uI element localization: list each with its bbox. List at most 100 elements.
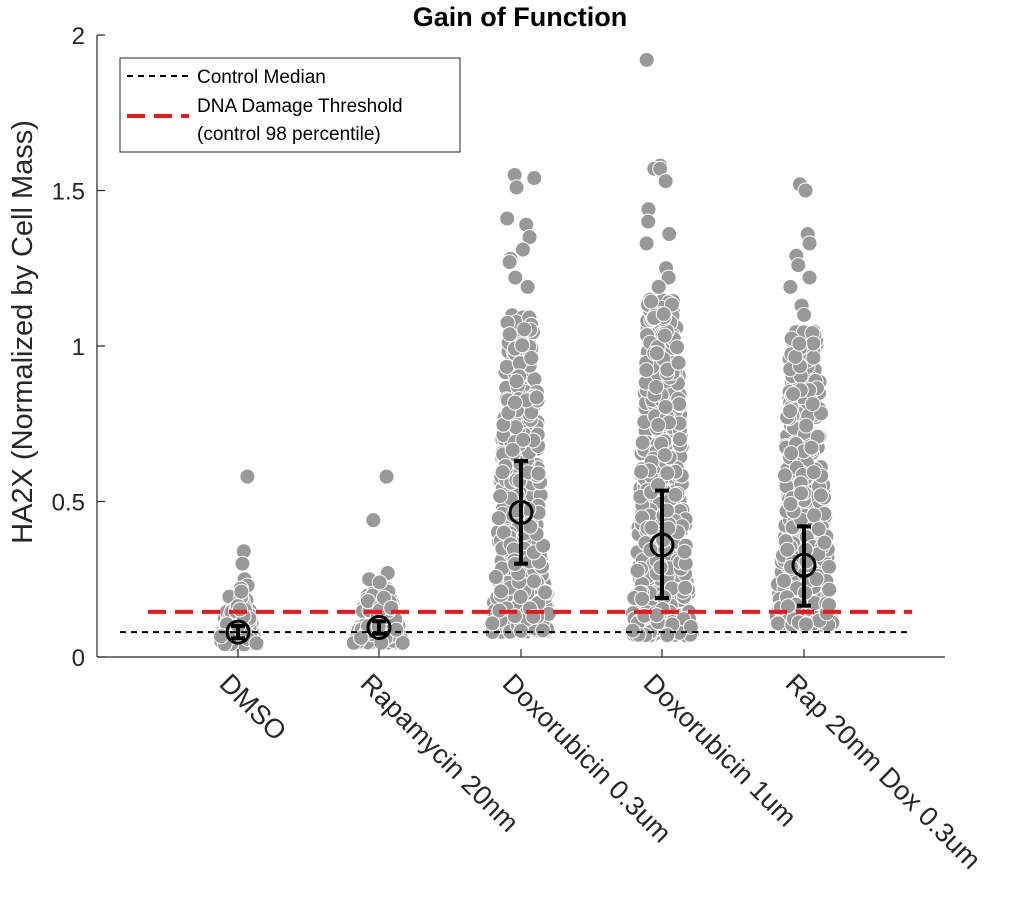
data-point xyxy=(650,278,667,295)
data-point xyxy=(655,306,672,323)
y-tick-label: 1.5 xyxy=(52,179,85,206)
data-point xyxy=(677,579,694,596)
data-point xyxy=(537,584,554,601)
y-tick-label: 0.5 xyxy=(52,490,85,517)
chart-title: Gain of Function xyxy=(413,2,627,32)
data-point xyxy=(806,507,823,524)
data-point xyxy=(640,213,657,230)
data-point xyxy=(534,622,551,639)
data-point xyxy=(514,337,531,354)
data-point xyxy=(499,210,516,227)
data-point xyxy=(659,627,676,644)
data-point xyxy=(770,615,787,632)
data-point xyxy=(659,465,676,482)
data-point xyxy=(515,431,532,448)
data-point xyxy=(656,447,673,464)
median-marker xyxy=(791,552,817,578)
y-tick-label: 0 xyxy=(72,645,85,672)
data-point xyxy=(638,235,655,252)
median-markers xyxy=(225,459,817,645)
legend: Control Median DNA Damage Threshold (con… xyxy=(119,57,461,153)
data-point xyxy=(801,269,818,286)
data-point xyxy=(490,510,507,527)
legend-control-median-label: Control Median xyxy=(197,67,326,88)
data-point xyxy=(650,417,667,434)
y-axis-label: HA2X (Normalized by Cell Mass) xyxy=(7,120,39,544)
data-point xyxy=(669,339,686,356)
data-point xyxy=(667,486,684,503)
data-point xyxy=(776,467,793,484)
data-point xyxy=(821,558,838,575)
data-point xyxy=(656,327,673,344)
data-point xyxy=(521,229,538,246)
data-point xyxy=(378,468,395,485)
data-point xyxy=(782,403,799,420)
data-point xyxy=(233,583,250,600)
data-point xyxy=(526,170,543,187)
data-point xyxy=(239,468,256,485)
data-point xyxy=(643,519,660,536)
reference-lines xyxy=(120,609,912,634)
data-point xyxy=(661,226,678,243)
legend-threshold-sublabel: (control 98 percentile) xyxy=(197,124,381,145)
data-point xyxy=(501,254,518,271)
data-point xyxy=(487,569,504,586)
data-point xyxy=(624,622,641,639)
data-point xyxy=(528,389,545,406)
data-point xyxy=(812,487,829,504)
data-point xyxy=(670,354,687,371)
data-point xyxy=(508,179,525,196)
data-point xyxy=(506,394,523,411)
data-point xyxy=(648,379,665,396)
data-point xyxy=(634,590,651,607)
data-point xyxy=(484,615,501,632)
data-point xyxy=(682,618,699,635)
data-point xyxy=(523,350,540,367)
data-point xyxy=(231,601,248,618)
legend-box xyxy=(119,57,461,153)
data-point xyxy=(805,349,822,366)
data-point xyxy=(657,398,674,415)
data-point xyxy=(512,588,529,605)
data-point xyxy=(633,463,650,480)
data-point xyxy=(638,362,655,379)
data-point xyxy=(371,574,388,591)
data-point xyxy=(796,306,813,323)
data-point xyxy=(783,445,800,462)
data-point xyxy=(671,431,688,448)
median-marker xyxy=(366,614,392,640)
data-point xyxy=(352,629,369,646)
median-marker xyxy=(225,619,251,645)
data-point xyxy=(508,373,525,390)
data-point xyxy=(797,616,814,633)
data-point xyxy=(525,573,542,590)
data-point xyxy=(805,335,822,352)
data-point xyxy=(494,464,511,481)
data-point xyxy=(782,496,799,513)
y-ticks: 0 0.5 1 1.5 2 xyxy=(52,23,105,672)
data-point xyxy=(808,571,825,588)
data-point xyxy=(821,581,838,598)
y-tick-label: 2 xyxy=(72,23,85,50)
data-point xyxy=(676,543,693,560)
data-point xyxy=(629,562,646,579)
data-point xyxy=(787,348,804,365)
data-point xyxy=(804,396,821,413)
median-marker xyxy=(649,532,675,558)
data-point xyxy=(493,583,510,600)
data-point xyxy=(248,635,265,652)
data-point xyxy=(504,441,521,458)
data-point xyxy=(797,182,814,199)
data-point xyxy=(394,634,411,651)
data-point xyxy=(514,241,531,258)
data-point xyxy=(779,541,796,558)
data-point xyxy=(671,396,688,413)
data-point xyxy=(803,439,820,456)
data-point xyxy=(365,512,382,529)
data-point xyxy=(530,465,547,482)
data-point xyxy=(516,321,533,338)
legend-threshold-label: DNA Damage Threshold xyxy=(197,96,403,117)
data-point xyxy=(501,326,518,343)
data-point xyxy=(810,521,827,538)
